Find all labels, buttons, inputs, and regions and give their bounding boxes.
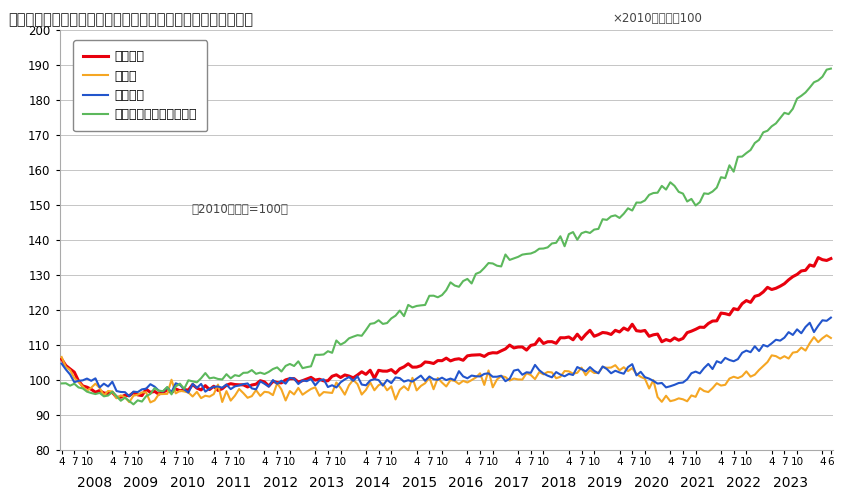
マンション（区分所有） <box>390 312 400 318</box>
マンション（区分所有） <box>302 364 312 370</box>
戸建住宅 <box>179 386 190 392</box>
住宅総合 <box>813 254 824 260</box>
住宅地 <box>822 332 832 338</box>
住宅総合 <box>56 356 66 362</box>
戸建住宅 <box>450 377 460 383</box>
住宅地 <box>162 391 173 397</box>
Line: マンション（区分所有）: マンション（区分所有） <box>61 68 831 404</box>
住宅総合 <box>179 386 190 392</box>
マンション（区分所有） <box>162 384 173 390</box>
戸建住宅 <box>302 378 312 384</box>
住宅総合 <box>60 362 71 368</box>
住宅総合 <box>450 356 460 362</box>
マンション（区分所有） <box>56 380 66 386</box>
Text: ×2010年平均＝100: ×2010年平均＝100 <box>612 12 702 26</box>
マンション（区分所有） <box>826 66 836 71</box>
戸建住宅 <box>390 374 400 380</box>
戸建住宅 <box>124 394 134 400</box>
マンション（区分所有） <box>60 380 71 386</box>
住宅総合 <box>302 376 312 382</box>
住宅地 <box>145 400 156 406</box>
マンション（区分所有） <box>179 386 190 392</box>
住宅地 <box>826 335 836 341</box>
マンション（区分所有） <box>450 282 460 288</box>
住宅総合 <box>162 388 173 394</box>
マンション（区分所有） <box>128 402 139 407</box>
Line: 住宅地: 住宅地 <box>61 335 831 402</box>
住宅地 <box>390 396 400 402</box>
戸建住宅 <box>60 366 71 372</box>
Text: ＜不動産価格指数（住宅）（令和５年６月分・季節調整値）＞: ＜不動産価格指数（住宅）（令和５年６月分・季節調整値）＞ <box>8 12 253 28</box>
住宅総合 <box>826 256 836 262</box>
住宅総合 <box>111 394 122 400</box>
住宅地 <box>450 378 460 384</box>
住宅地 <box>302 388 312 394</box>
Line: 住宅総合: 住宅総合 <box>61 258 831 397</box>
戸建住宅 <box>162 384 173 390</box>
住宅地 <box>56 354 66 360</box>
Line: 戸建住宅: 戸建住宅 <box>61 318 831 396</box>
戸建住宅 <box>826 314 836 320</box>
Legend: 住宅総合, 住宅地, 戸建住宅, マンション（区分所有）: 住宅総合, 住宅地, 戸建住宅, マンション（区分所有） <box>73 40 207 131</box>
Text: （2010年平均=100）: （2010年平均=100） <box>191 202 288 215</box>
住宅総合 <box>390 370 400 376</box>
戸建住宅 <box>56 360 66 366</box>
住宅地 <box>60 364 71 370</box>
住宅地 <box>179 388 190 394</box>
